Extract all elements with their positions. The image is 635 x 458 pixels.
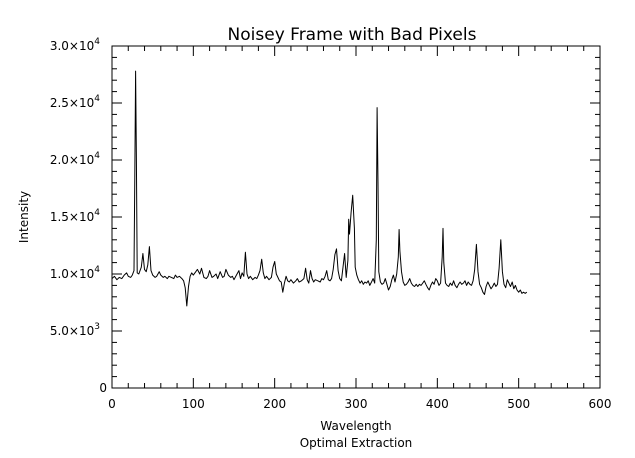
x-tick-label: 0 [108, 397, 116, 411]
x-tick-label: 600 [589, 397, 612, 411]
x-axis-sublabel: Optimal Extraction [300, 436, 413, 450]
y-tick-label: 1.5×104 [50, 208, 100, 224]
x-axis-label: Wavelength [320, 419, 391, 433]
y-tick-label: 0 [99, 381, 107, 395]
y-tick-label: 2.0×104 [50, 151, 100, 167]
x-axis-tick-labels: 0 100 200 300 400 500 600 [108, 397, 611, 411]
x-tick-label: 300 [345, 397, 368, 411]
x-tick-label: 500 [507, 397, 530, 411]
chart-title: Noisey Frame with Bad Pixels [228, 25, 477, 45]
x-tick-label: 400 [426, 397, 449, 411]
y-tick-label: 5.0×103 [50, 322, 100, 338]
series-layer [111, 70, 528, 307]
x-axis-ticks [111, 46, 601, 388]
x-tick-label: 200 [263, 397, 286, 411]
y-axis-label: Intensity [17, 191, 31, 243]
y-tick-label: 1.0×104 [50, 265, 100, 281]
y-tick-label: 2.5×104 [50, 94, 100, 110]
series-line-0 [111, 70, 528, 307]
plot-frame [111, 45, 601, 389]
y-axis-tick-labels: 0 5.0×103 1.0×104 1.5×104 2.0×104 2.5×104 3.0×… [50, 37, 107, 395]
y-tick-label: 3.0×104 [50, 37, 100, 53]
x-tick-label: 100 [182, 397, 205, 411]
y-axis-ticks [112, 45, 600, 389]
